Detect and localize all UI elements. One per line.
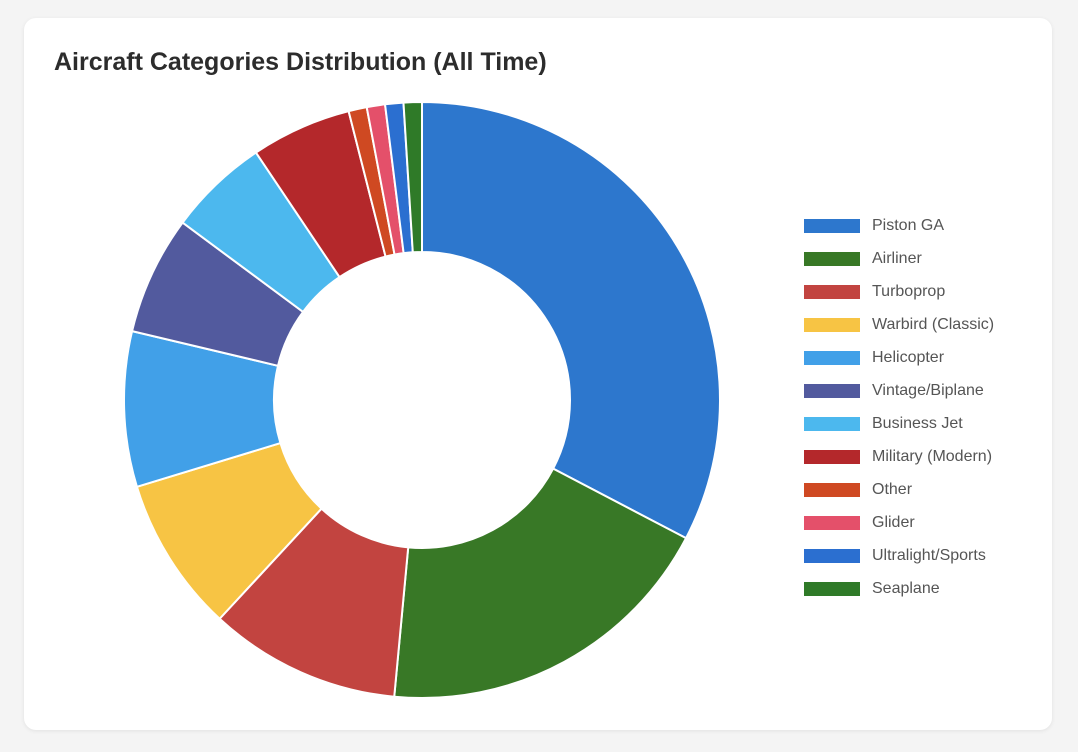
legend-item-airliner[interactable]: Airliner xyxy=(804,242,994,275)
legend-label: Military (Modern) xyxy=(872,447,993,465)
legend-swatch xyxy=(804,416,860,431)
legend-swatch xyxy=(804,515,860,530)
legend-swatch xyxy=(804,317,860,332)
legend-item-seaplane[interactable]: Seaplane xyxy=(804,572,994,605)
legend-label: Other xyxy=(872,480,913,498)
legend-swatch xyxy=(804,284,860,299)
legend-label: Seaplane xyxy=(872,579,940,597)
legend-item-helicopter[interactable]: Helicopter xyxy=(804,341,994,374)
legend-swatch xyxy=(804,581,860,596)
legend-label: Glider xyxy=(872,513,915,531)
legend-label: Vintage/Biplane xyxy=(872,381,984,399)
legend-swatch xyxy=(804,218,860,233)
legend-item-vintage-biplane[interactable]: Vintage/Biplane xyxy=(804,374,994,407)
legend-item-business-jet[interactable]: Business Jet xyxy=(804,407,994,440)
slice-seaplane[interactable] xyxy=(402,100,423,254)
legend-label: Piston GA xyxy=(872,216,945,234)
legend-label: Turboprop xyxy=(872,282,946,300)
legend-swatch xyxy=(804,548,860,563)
legend-item-turboprop[interactable]: Turboprop xyxy=(804,275,994,308)
legend-item-military-modern[interactable]: Military (Modern) xyxy=(804,440,994,473)
legend-item-piston-ga[interactable]: Piston GA xyxy=(804,209,994,242)
legend-item-other[interactable]: Other xyxy=(804,473,994,506)
legend-swatch xyxy=(804,251,860,266)
legend-item-ultralight-sports[interactable]: Ultralight/Sports xyxy=(804,539,994,572)
slice-airliner[interactable] xyxy=(393,467,688,699)
legend-item-warbird-classic[interactable]: Warbird (Classic) xyxy=(804,308,994,341)
chart-title: Aircraft Categories Distribution (All Ti… xyxy=(54,48,547,76)
slice-piston-ga[interactable] xyxy=(421,100,721,540)
legend-swatch xyxy=(804,482,860,497)
legend-swatch xyxy=(804,383,860,398)
legend-label: Helicopter xyxy=(872,348,945,366)
legend-label: Warbird (Classic) xyxy=(872,315,995,333)
legend-label: Airliner xyxy=(872,249,922,267)
chart-legend: Piston GA Airliner Turboprop Warbird (Class… xyxy=(804,209,994,605)
legend-item-glider[interactable]: Glider xyxy=(804,506,994,539)
legend-swatch xyxy=(804,350,860,365)
legend-label: Ultralight/Sports xyxy=(872,546,986,564)
legend-label: Business Jet xyxy=(872,414,963,432)
chart-card: Aircraft Categories Distribution (All Ti… xyxy=(24,18,1052,730)
donut-chart xyxy=(123,100,721,699)
legend-swatch xyxy=(804,449,860,464)
